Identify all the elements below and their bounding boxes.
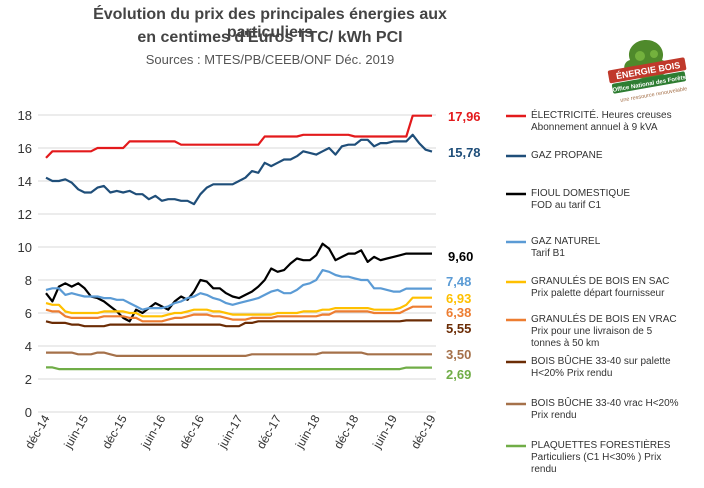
legend-line: Tarif B1 bbox=[531, 248, 565, 259]
y-tick-label: 12 bbox=[18, 207, 32, 222]
legend-swatches bbox=[506, 114, 526, 448]
y-tick-label: 2 bbox=[25, 372, 32, 387]
legend-line: PLAQUETTES FORESTIÈRES bbox=[531, 440, 671, 451]
end-value-label-3: 7,48 bbox=[446, 274, 472, 289]
x-tick-label: juin-16 bbox=[138, 412, 169, 451]
legend-line: GAZ PROPANE bbox=[531, 150, 603, 161]
x-tick-label: juin-19 bbox=[369, 412, 400, 451]
legend-line: BOIS BÛCHE 33-40 vrac H<20% bbox=[531, 398, 679, 409]
legend-line: tonnes à 50 km bbox=[531, 338, 600, 349]
x-tick-label: juin-15 bbox=[61, 412, 92, 451]
legend-entry-3: GAZ NATUREL Tarif B1 bbox=[531, 236, 600, 260]
series-lines bbox=[45, 114, 433, 371]
legend-line: rendu bbox=[531, 464, 557, 475]
x-tick-label: juin-18 bbox=[292, 412, 323, 451]
legend-line: GRANULÉS DE BOIS EN SAC bbox=[531, 276, 670, 287]
x-tick-label: juin-17 bbox=[215, 412, 246, 451]
end-value-label-8: 2,69 bbox=[446, 367, 472, 382]
legend-entry-6: BOIS BÛCHE 33-40 sur palette H<20% Prix r… bbox=[531, 356, 671, 380]
y-tick-label: 14 bbox=[18, 174, 32, 189]
logo-graphic: ÉNERGIE BOIS Office National des Forêts … bbox=[607, 40, 688, 104]
legend-line: H<20% Prix rendu bbox=[531, 368, 613, 379]
chart-title-line2: en centimes d'Euros TTC/ kWh PCI bbox=[137, 29, 403, 46]
legend-line: FIOUL DOMESTIQUE bbox=[531, 188, 631, 199]
legend-line: Prix pour une livraison de 5 bbox=[531, 326, 653, 337]
series-line-2 bbox=[45, 242, 432, 323]
x-tick-label: déc-16 bbox=[177, 412, 208, 451]
x-tick-label: déc-17 bbox=[254, 412, 285, 451]
end-value-label-1: 15,78 bbox=[448, 145, 481, 160]
chart-title-line1: Évolution du prix des principales énergi… bbox=[93, 6, 447, 41]
legend-line: Abonnement annuel à 9 kVA bbox=[531, 122, 658, 133]
end-value-label-2: 9,60 bbox=[448, 249, 474, 264]
x-tick-label: déc-15 bbox=[99, 412, 130, 451]
y-tick-label: 8 bbox=[25, 273, 32, 288]
legend-entry-5: GRANULÉS DE BOIS EN VRAC Prix pour une li… bbox=[531, 314, 677, 350]
end-value-label-5: 6,38 bbox=[446, 305, 472, 320]
series-line-0 bbox=[45, 114, 432, 159]
y-tick-label: 4 bbox=[25, 339, 32, 354]
gridlines bbox=[38, 114, 436, 413]
legend-line: BOIS BÛCHE 33-40 sur palette bbox=[531, 356, 671, 367]
legend-line: GAZ NATUREL bbox=[531, 236, 601, 247]
y-tick-label: 6 bbox=[25, 306, 32, 321]
y-tick-label: 16 bbox=[18, 141, 32, 156]
legend-line: Prix rendu bbox=[531, 410, 577, 421]
series-line-1 bbox=[45, 133, 433, 206]
legend-entry-0: ÉLECTRICITÉ. Heures creuses Abonnement an… bbox=[531, 110, 672, 134]
series-line-4 bbox=[45, 296, 432, 318]
series-line-6 bbox=[45, 319, 432, 328]
series-line-8 bbox=[46, 366, 432, 371]
series-line-5 bbox=[45, 305, 432, 323]
y-tick-label: 18 bbox=[18, 108, 32, 123]
x-tick-label: déc-18 bbox=[331, 412, 362, 451]
x-axis-labels: déc-14 juin-15 déc-15 juin-16 déc-16 juin-17 d… bbox=[22, 412, 439, 451]
end-value-label-7: 3,50 bbox=[446, 347, 472, 362]
legend-entry-1: GAZ PROPANE bbox=[531, 150, 603, 162]
legend-line: ÉLECTRICITÉ. Heures creuses bbox=[531, 110, 672, 121]
energie-bois-logo: ÉNERGIE BOIS Office National des Forêts … bbox=[604, 34, 688, 106]
series-line-3 bbox=[45, 269, 432, 311]
y-axis-labels: 0 2 4 6 8 10 12 14 16 18 bbox=[18, 108, 32, 420]
chart-subtitle: Sources : MTES/PB/CEEB/ONF Déc. 2019 bbox=[145, 52, 395, 67]
end-value-label-6: 5,55 bbox=[446, 321, 472, 336]
series-line-7 bbox=[46, 351, 432, 357]
legend-line: GRANULÉS DE BOIS EN VRAC bbox=[531, 314, 677, 325]
end-value-label-4: 6,93 bbox=[446, 291, 472, 306]
legend-entry-2: FIOUL DOMESTIQUE FOD au tarif C1 bbox=[531, 188, 630, 212]
legend-line: Prix palette départ fournisseur bbox=[531, 288, 665, 299]
end-value-label-0: 17,96 bbox=[448, 109, 481, 124]
legend-entry-7: BOIS BÛCHE 33-40 vrac H<20% Prix rendu bbox=[531, 398, 679, 422]
y-tick-label: 0 bbox=[25, 405, 32, 420]
legend-line: FOD au tarif C1 bbox=[531, 200, 602, 211]
x-tick-label: déc-19 bbox=[408, 412, 439, 451]
legend-line: Particuliers (C1 H<30% ) Prix bbox=[531, 452, 662, 463]
legend-entry-4: GRANULÉS DE BOIS EN SAC Prix palette dépa… bbox=[531, 276, 669, 300]
legend-entry-8: PLAQUETTES FORESTIÈRES Particuliers (C1 H… bbox=[531, 440, 670, 476]
y-tick-label: 10 bbox=[18, 240, 32, 255]
